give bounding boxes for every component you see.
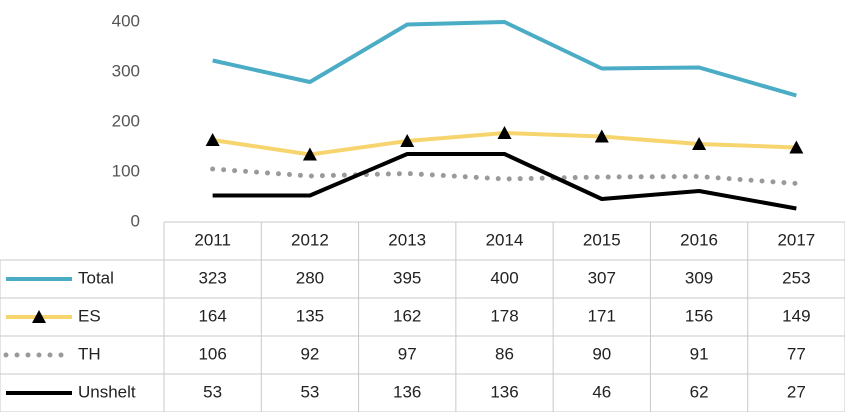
marker	[594, 129, 609, 143]
marker	[789, 140, 804, 154]
table-cell: 323	[198, 268, 226, 287]
x-tick-label: 2012	[291, 230, 329, 249]
table-cell: 46	[592, 382, 611, 401]
table-cell: 27	[787, 382, 806, 401]
table-cell: 106	[198, 344, 226, 363]
table-cell: 62	[690, 382, 709, 401]
legend-label: ES	[78, 306, 101, 325]
x-tick-label: 2011	[194, 230, 231, 249]
marker	[400, 134, 415, 147]
y-tick-label: 100	[112, 161, 140, 180]
legend-marker	[32, 310, 46, 323]
y-tick-label: 300	[112, 61, 140, 80]
table-cell: 86	[495, 344, 514, 363]
table-cell: 280	[296, 268, 324, 287]
series-line	[212, 20, 797, 98]
table-cell: 400	[490, 268, 518, 287]
table-cell: 92	[300, 344, 319, 363]
marker	[302, 147, 317, 161]
legend-label: Unshelt	[78, 382, 136, 401]
table-cell: 395	[393, 268, 421, 287]
table-cell: 149	[782, 306, 810, 325]
x-tick-label: 2014	[486, 230, 524, 249]
table-cell: 156	[685, 306, 713, 325]
table-cell: 307	[588, 268, 616, 287]
y-tick-label: 200	[112, 111, 140, 130]
table-cell: 135	[296, 306, 324, 325]
table-cell: 178	[490, 306, 518, 325]
table-cell: 136	[490, 382, 518, 401]
series-line	[212, 152, 797, 211]
table-cell: 97	[398, 344, 417, 363]
x-tick-label: 2016	[680, 230, 718, 249]
table-cell: 91	[690, 344, 709, 363]
table-cell: 136	[393, 382, 421, 401]
legend-label: Total	[78, 268, 114, 287]
series-line	[210, 166, 799, 186]
table-cell: 164	[198, 306, 226, 325]
marker	[497, 126, 512, 139]
table-cell: 77	[787, 344, 806, 363]
y-tick-label: 400	[112, 11, 140, 30]
legend-label: TH	[78, 344, 101, 363]
table-cell: 253	[782, 268, 810, 287]
table-cell: 309	[685, 268, 713, 287]
marker	[692, 137, 707, 150]
table-cell: 90	[592, 344, 611, 363]
y-tick-label: 0	[131, 211, 140, 230]
x-tick-label: 2015	[583, 230, 621, 249]
table-cell: 162	[393, 306, 421, 325]
table-cell: 53	[203, 382, 222, 401]
marker	[205, 133, 220, 146]
x-tick-label: 2013	[388, 230, 426, 249]
table-cell: 171	[588, 306, 616, 325]
table-cell: 53	[300, 382, 319, 401]
x-tick-label: 2017	[777, 230, 815, 249]
